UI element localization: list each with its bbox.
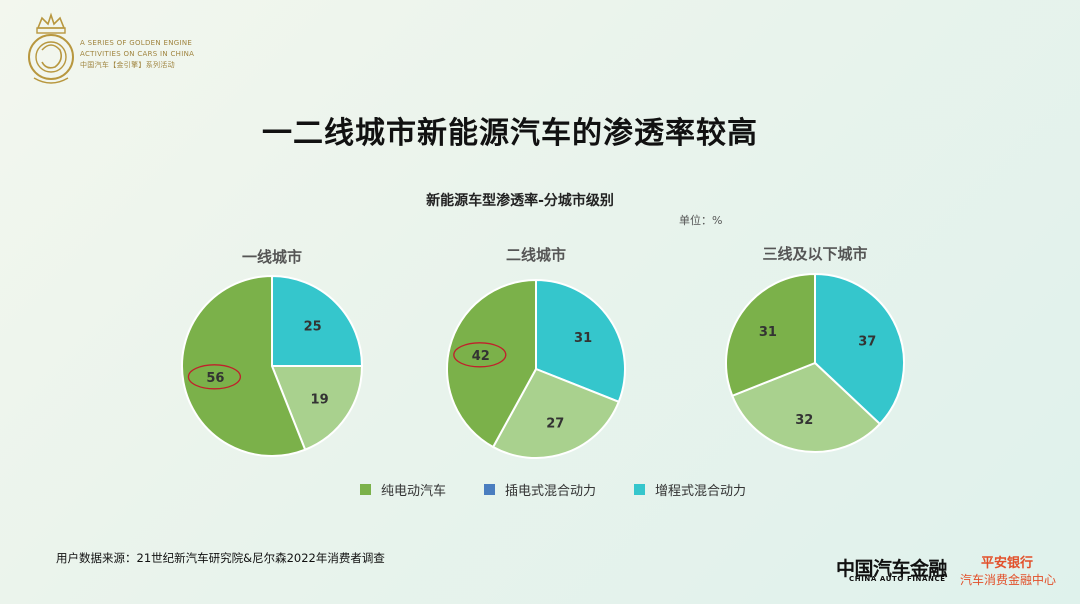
golden-engine-logo	[28, 12, 74, 84]
pie-slice	[730, 361, 882, 453]
legend-item-erev: 增程式混合动力	[634, 480, 746, 499]
pie-value-label: 25	[304, 319, 322, 334]
highlight-ellipse	[187, 364, 242, 390]
pie-title: 一线城市	[242, 248, 302, 266]
brand-english: CHINA AUTO FINANCE	[849, 575, 946, 583]
legend: 纯电动汽车 插电式混合动力 增程式混合动力	[360, 480, 746, 499]
highlight-ellipse	[453, 342, 507, 368]
data-source: 用户数据来源：21世纪新汽车研究院&尼尔森2022年消费者调查	[56, 551, 385, 565]
logo-caption-line1: A SERIES OF GOLDEN ENGINE	[80, 39, 193, 47]
bank-name: 平安银行	[981, 556, 1034, 571]
pie-value-label: 42	[472, 349, 490, 364]
legend-swatch	[484, 484, 496, 495]
legend-item-pure-ev: 纯电动汽车	[360, 480, 446, 499]
unit-label: 单位：%	[679, 214, 723, 227]
page-title: 一二线城市新能源汽车的渗透率较高	[262, 116, 758, 151]
pie-slice	[181, 274, 307, 457]
legend-swatch	[360, 484, 371, 495]
pie-slice	[270, 365, 364, 451]
pie-value-label: 31	[574, 331, 592, 346]
pie-value-label: 27	[546, 417, 564, 432]
pie-value-label: 56	[206, 371, 224, 386]
logo-caption: A SERIES OF GOLDEN ENGINE ACTIVITIES ON …	[80, 38, 194, 71]
pie-value-label: 37	[858, 334, 876, 349]
pie-value-label: 19	[311, 392, 329, 407]
legend-label: 纯电动汽车	[381, 484, 447, 499]
pie-title: 三线及以下城市	[762, 245, 867, 263]
pie-value-label: 32	[795, 413, 813, 428]
pie-slice	[446, 278, 537, 449]
logo-caption-line3: 中国汽车【金引擎】系列活动	[80, 61, 175, 69]
pie-slice	[535, 278, 626, 404]
pie-slice	[271, 274, 364, 367]
legend-label: 插电式混合动力	[505, 484, 597, 499]
pie-title: 二线城市	[506, 246, 566, 264]
legend-item-phev: 插电式混合动力	[484, 480, 596, 499]
chart-title: 新能源车型渗透率-分城市级别	[426, 193, 614, 209]
pie-slice	[814, 272, 905, 426]
brand-name: 中国汽车金融	[836, 558, 948, 580]
legend-label: 增程式混合动力	[655, 484, 747, 499]
legend-swatch	[634, 484, 646, 495]
logo-caption-line2: ACTIVITIES ON CARS IN CHINA	[80, 50, 195, 58]
pie-slice	[725, 272, 816, 398]
bank-subtitle: 汽车消费金融中心	[960, 573, 1057, 587]
pie-value-label: 31	[759, 325, 777, 340]
